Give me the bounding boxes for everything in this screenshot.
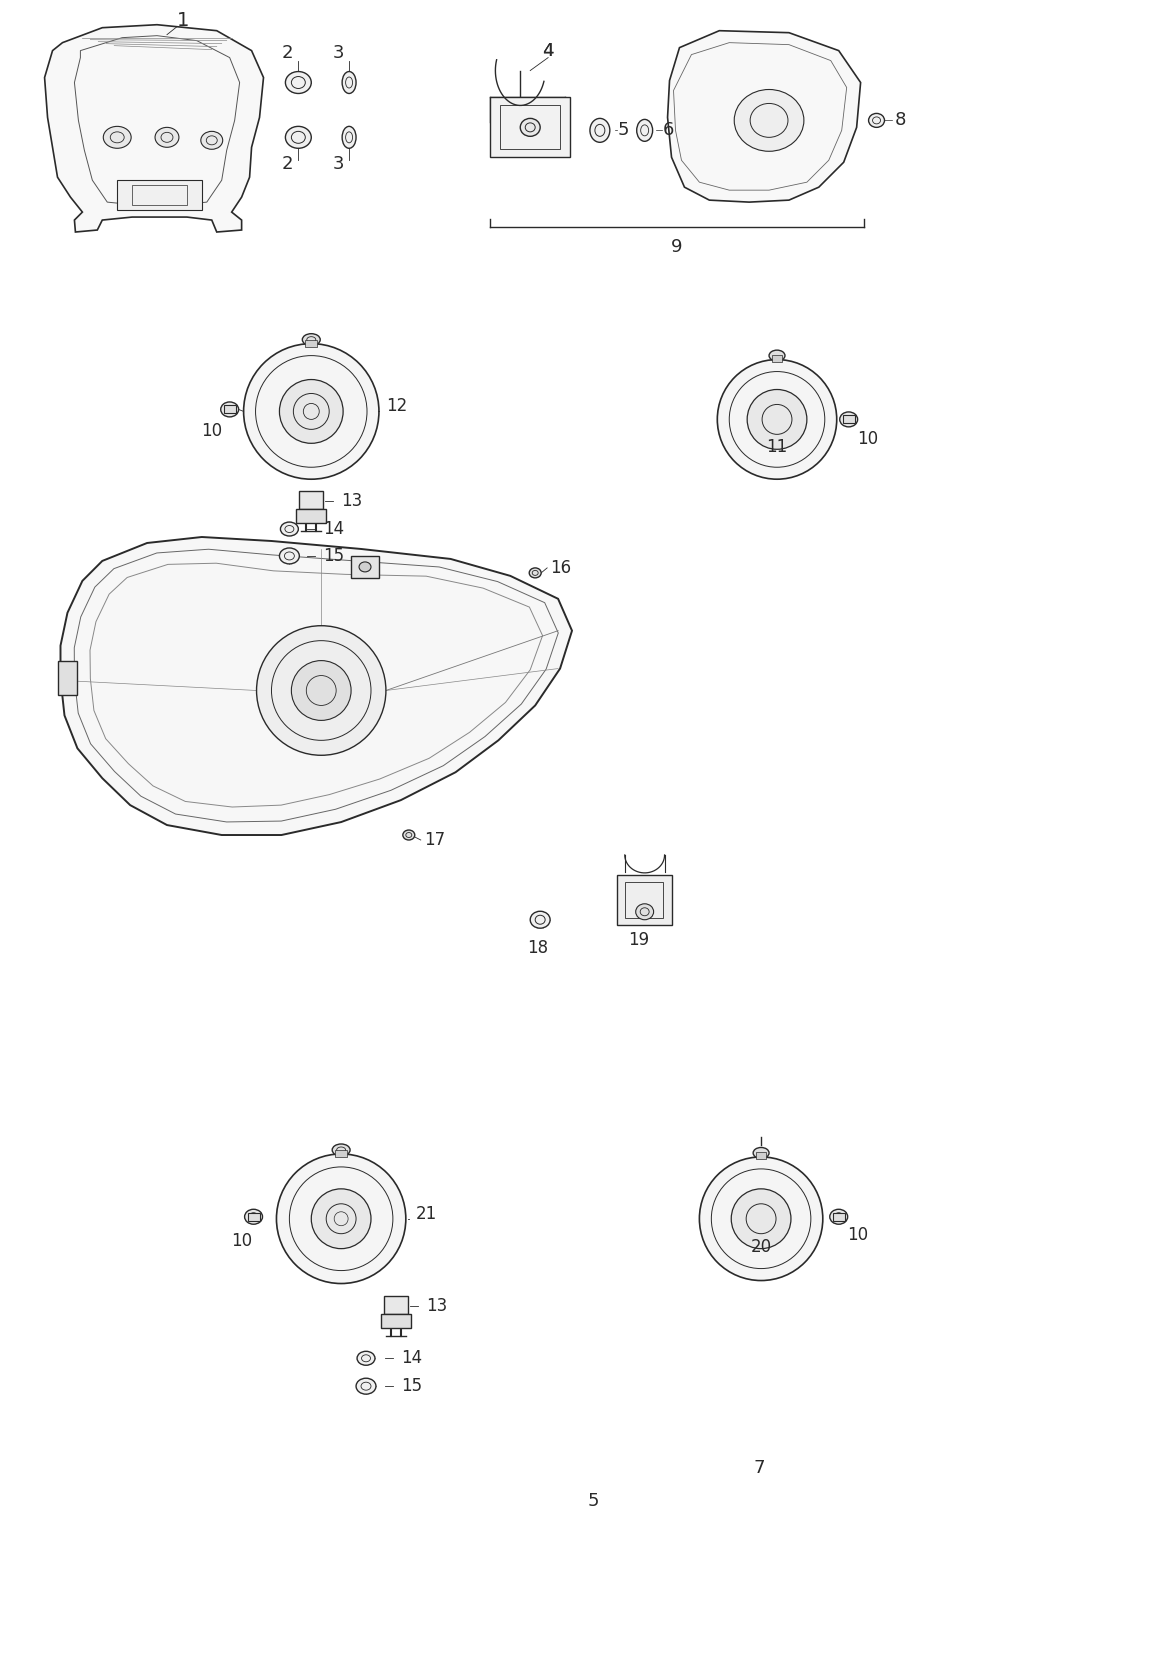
Text: 18: 18 bbox=[528, 939, 549, 956]
Ellipse shape bbox=[840, 412, 858, 427]
Text: 19: 19 bbox=[628, 931, 650, 949]
Bar bbox=[297, 509, 327, 522]
Bar bbox=[247, 1213, 260, 1221]
Ellipse shape bbox=[734, 89, 804, 151]
Ellipse shape bbox=[590, 118, 610, 143]
Text: 9: 9 bbox=[670, 239, 682, 255]
Ellipse shape bbox=[637, 119, 652, 141]
Bar bbox=[772, 354, 782, 361]
Bar bbox=[384, 1297, 408, 1314]
Text: 13: 13 bbox=[426, 1297, 447, 1315]
Text: 7: 7 bbox=[753, 1458, 765, 1477]
Text: 10: 10 bbox=[231, 1231, 252, 1250]
Text: 11: 11 bbox=[766, 438, 788, 457]
Bar bbox=[756, 1152, 766, 1159]
Circle shape bbox=[276, 1154, 406, 1284]
Ellipse shape bbox=[636, 904, 653, 919]
Ellipse shape bbox=[302, 334, 320, 346]
Ellipse shape bbox=[356, 1378, 376, 1394]
Polygon shape bbox=[61, 538, 572, 835]
Text: 8: 8 bbox=[895, 111, 906, 129]
Bar bbox=[500, 106, 560, 150]
Ellipse shape bbox=[520, 118, 540, 136]
Ellipse shape bbox=[529, 568, 542, 578]
Text: 21: 21 bbox=[416, 1205, 437, 1223]
Bar bbox=[351, 556, 380, 578]
Ellipse shape bbox=[155, 128, 179, 148]
Ellipse shape bbox=[359, 561, 371, 571]
Text: 4: 4 bbox=[543, 42, 554, 59]
Ellipse shape bbox=[343, 126, 356, 148]
Text: 10: 10 bbox=[201, 422, 222, 440]
Text: 17: 17 bbox=[423, 832, 445, 848]
Ellipse shape bbox=[285, 126, 312, 148]
Text: 5: 5 bbox=[588, 1492, 599, 1510]
Ellipse shape bbox=[769, 349, 785, 361]
Ellipse shape bbox=[245, 1210, 262, 1225]
Ellipse shape bbox=[285, 72, 312, 94]
Circle shape bbox=[244, 344, 380, 479]
Text: 15: 15 bbox=[401, 1378, 422, 1394]
Ellipse shape bbox=[281, 522, 298, 536]
Text: 14: 14 bbox=[401, 1349, 422, 1368]
Polygon shape bbox=[667, 30, 860, 202]
Bar bbox=[299, 491, 323, 509]
Circle shape bbox=[279, 380, 343, 444]
Bar bbox=[305, 339, 317, 346]
Ellipse shape bbox=[356, 1351, 375, 1366]
Text: 14: 14 bbox=[323, 521, 344, 538]
Circle shape bbox=[291, 660, 351, 721]
Text: 10: 10 bbox=[857, 430, 877, 449]
Polygon shape bbox=[45, 25, 263, 232]
Circle shape bbox=[312, 1189, 371, 1248]
Ellipse shape bbox=[332, 1144, 350, 1156]
Text: 5: 5 bbox=[618, 121, 629, 139]
Ellipse shape bbox=[343, 72, 356, 94]
Text: 6: 6 bbox=[662, 121, 674, 139]
Bar bbox=[833, 1213, 845, 1221]
Text: 3: 3 bbox=[332, 44, 344, 62]
Ellipse shape bbox=[279, 548, 299, 564]
Text: 10: 10 bbox=[846, 1226, 868, 1243]
Circle shape bbox=[699, 1158, 822, 1280]
Ellipse shape bbox=[830, 1210, 848, 1225]
Circle shape bbox=[748, 390, 807, 449]
Text: 20: 20 bbox=[751, 1238, 772, 1255]
Bar bbox=[490, 97, 570, 158]
Circle shape bbox=[256, 625, 386, 756]
Ellipse shape bbox=[221, 402, 239, 417]
Ellipse shape bbox=[104, 126, 131, 148]
Text: 15: 15 bbox=[323, 548, 344, 564]
Bar bbox=[381, 1314, 411, 1329]
Text: 4: 4 bbox=[543, 42, 554, 59]
Ellipse shape bbox=[868, 114, 884, 128]
Bar bbox=[843, 415, 854, 423]
Text: 2: 2 bbox=[282, 44, 293, 62]
Bar bbox=[224, 405, 236, 413]
Text: 16: 16 bbox=[550, 559, 572, 576]
Text: 12: 12 bbox=[386, 398, 407, 415]
Ellipse shape bbox=[201, 131, 223, 150]
Ellipse shape bbox=[753, 1147, 769, 1159]
Circle shape bbox=[718, 360, 837, 479]
Bar bbox=[117, 180, 201, 210]
Bar bbox=[616, 875, 672, 924]
Bar bbox=[58, 660, 77, 696]
Bar bbox=[335, 1151, 347, 1158]
Text: 3: 3 bbox=[332, 155, 344, 173]
Circle shape bbox=[731, 1189, 791, 1248]
Bar bbox=[624, 882, 662, 917]
Ellipse shape bbox=[530, 911, 550, 929]
Bar bbox=[132, 185, 187, 205]
Text: 1: 1 bbox=[177, 12, 190, 30]
Text: 2: 2 bbox=[282, 155, 293, 173]
Ellipse shape bbox=[402, 830, 415, 840]
Text: 13: 13 bbox=[342, 492, 362, 511]
